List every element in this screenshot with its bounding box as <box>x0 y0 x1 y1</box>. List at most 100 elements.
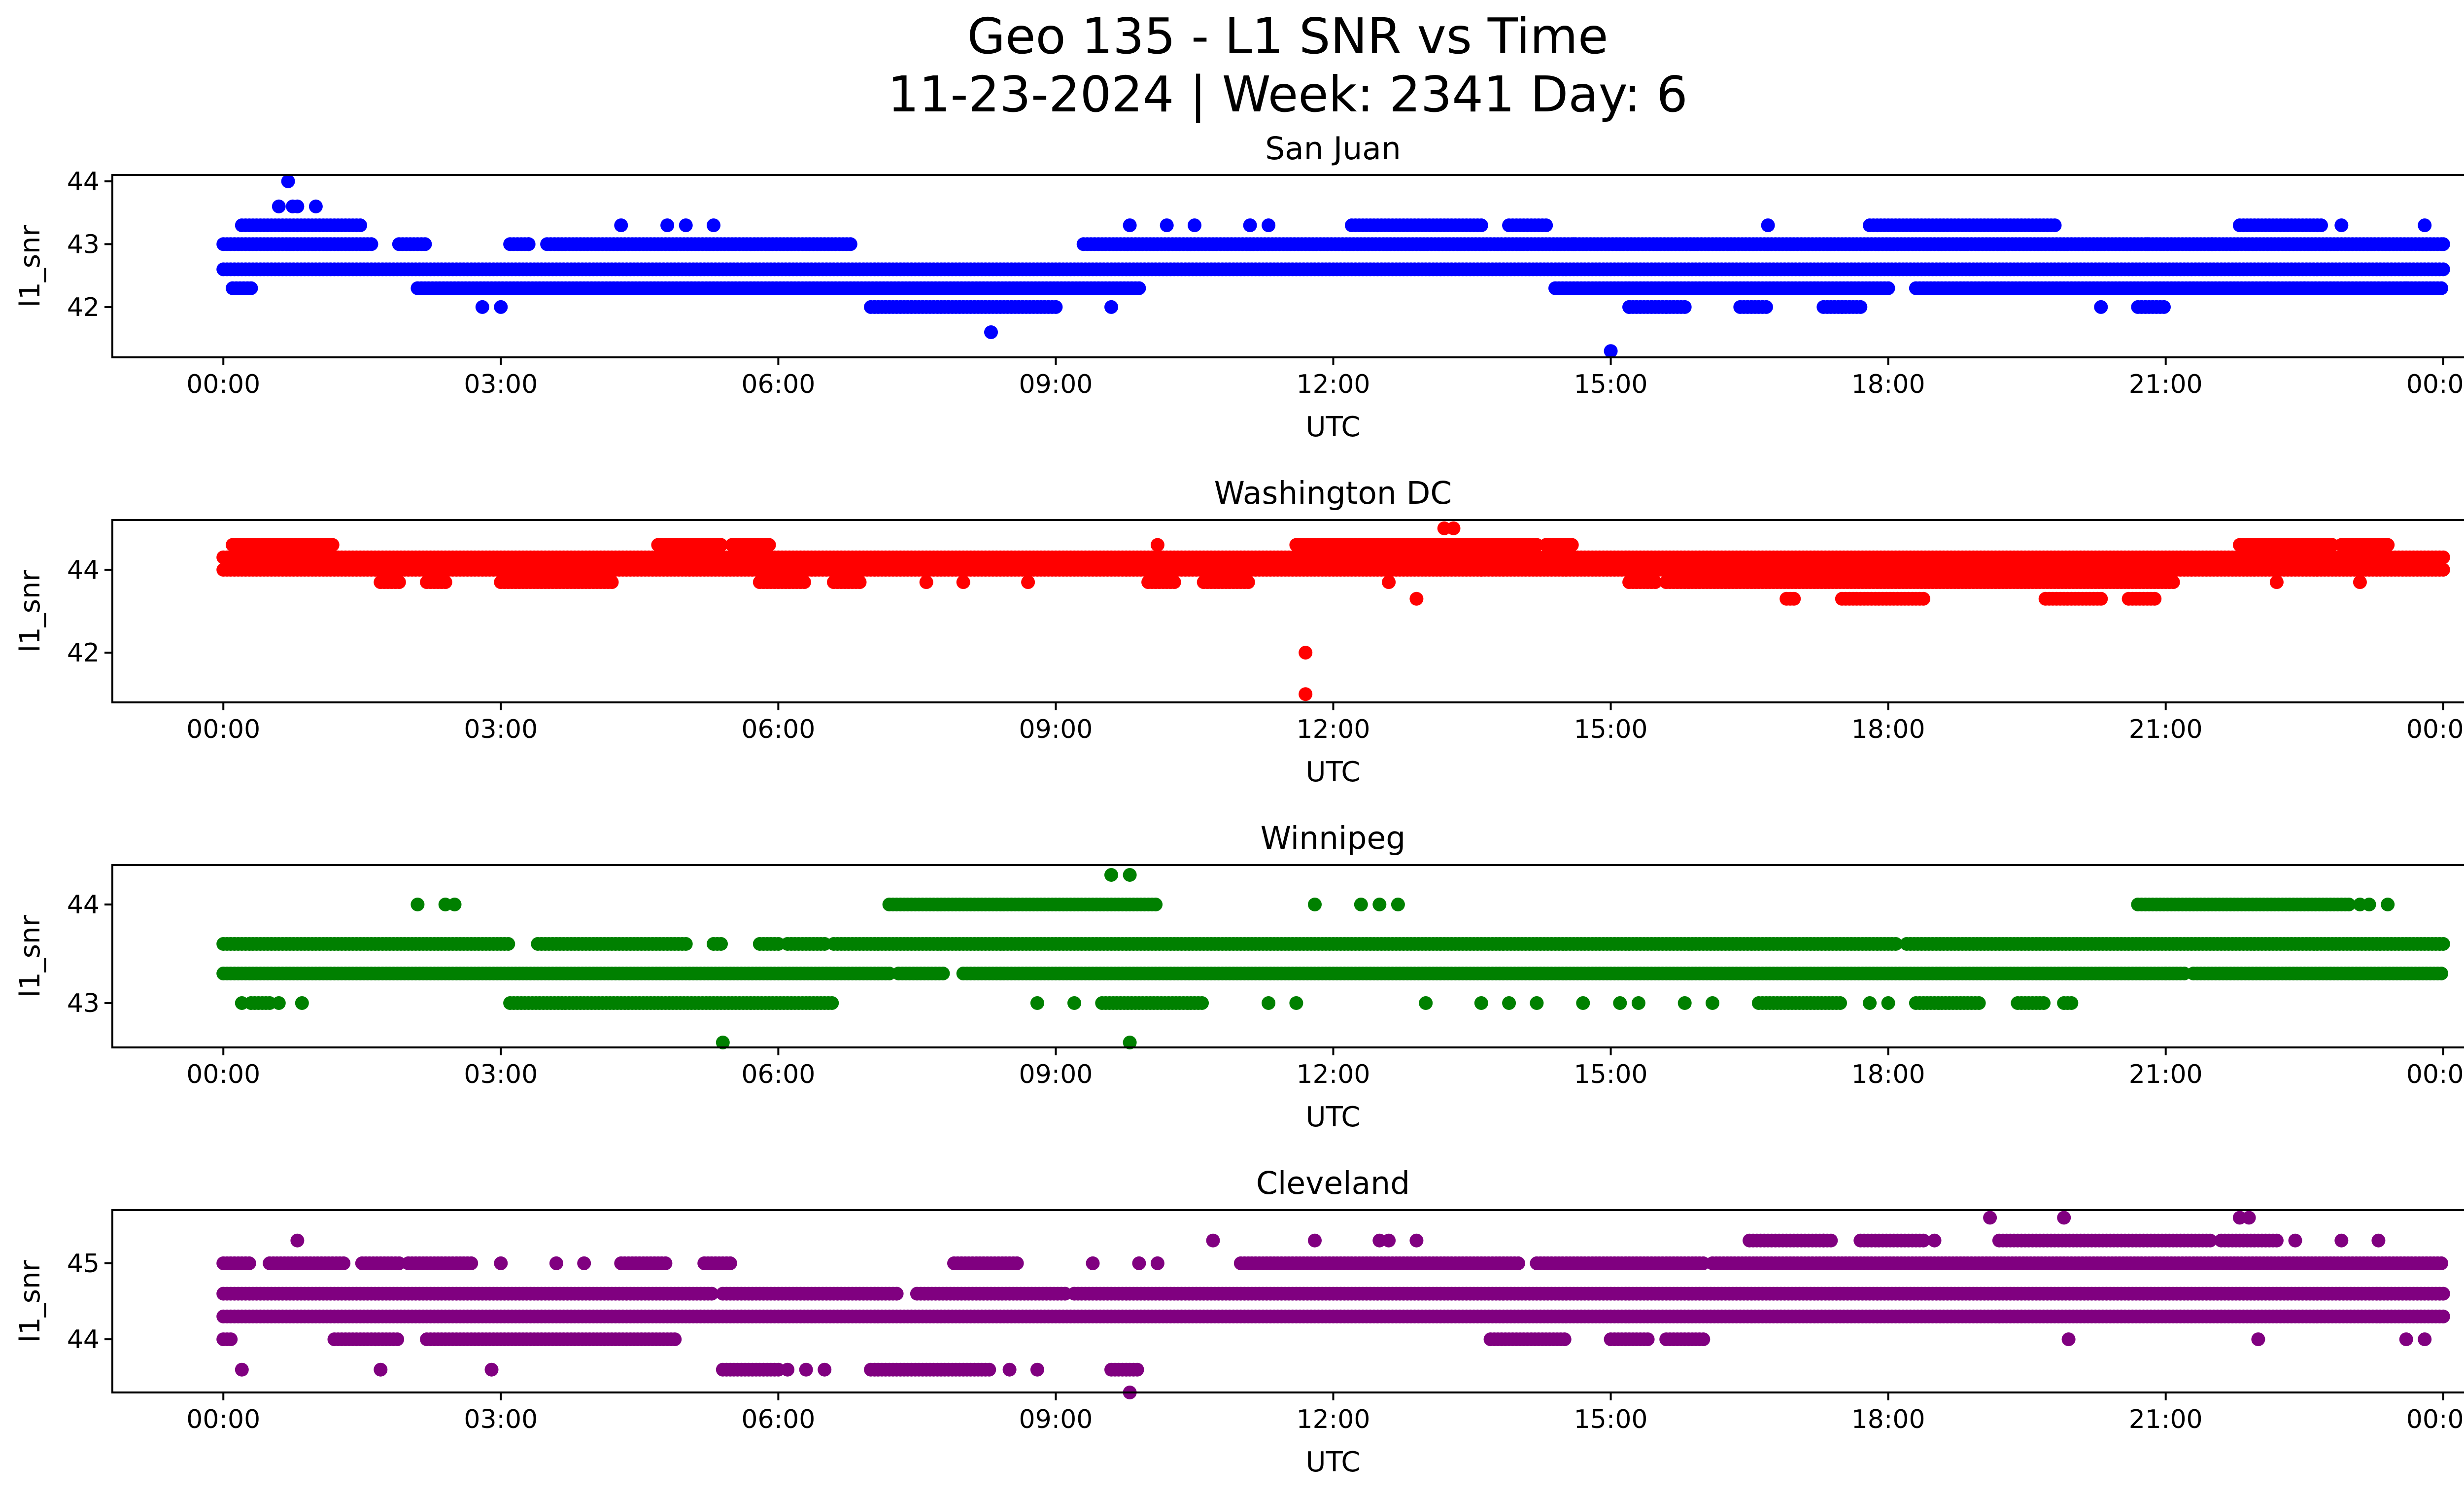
x-tick-label: 00:00 <box>2406 715 2464 744</box>
x-tick-label: 12:00 <box>1297 715 1370 744</box>
x-tick-label: 00:00 <box>186 715 260 744</box>
data-points <box>216 174 2450 358</box>
data-point <box>1123 218 1137 233</box>
data-point <box>2353 575 2367 590</box>
data-point <box>1409 591 1424 606</box>
data-point <box>825 996 839 1010</box>
data-point <box>1299 646 1313 660</box>
data-point <box>1622 300 1637 314</box>
data-point <box>364 237 378 251</box>
x-tick-label: 21:00 <box>2129 370 2203 399</box>
data-point <box>936 967 950 980</box>
x-tick-label: 06:00 <box>741 370 815 399</box>
data-point <box>2418 218 2432 233</box>
data-point <box>1299 687 1313 701</box>
x-tick-label: 06:00 <box>741 715 815 744</box>
data-point <box>1149 898 1163 911</box>
data-point <box>2140 237 2155 251</box>
data-point <box>244 281 258 295</box>
y-tick-label: 43 <box>67 230 100 259</box>
x-tick-label: 15:00 <box>1574 715 1648 744</box>
data-point <box>2166 575 2180 590</box>
x-tick-label: 12:00 <box>1297 370 1370 399</box>
data-point <box>1474 218 1488 233</box>
data-point <box>2205 237 2219 251</box>
data-point <box>660 218 675 233</box>
data-point <box>714 937 728 951</box>
data-point <box>1262 218 1276 233</box>
data-point <box>353 218 367 233</box>
data-point <box>1243 218 1257 233</box>
data-point <box>2434 281 2448 295</box>
data-point <box>1104 300 1118 314</box>
y-tick-label: 44 <box>67 556 100 585</box>
data-point <box>2314 218 2328 233</box>
data-point <box>2381 538 2395 552</box>
x-axis-label: UTC <box>1305 756 1360 788</box>
data-point <box>1437 521 1451 535</box>
data-point <box>1759 300 1773 314</box>
x-tick-label: 18:00 <box>1851 370 1925 399</box>
panel-title: San Juan <box>1265 131 1401 167</box>
data-point <box>2436 562 2450 577</box>
data-point <box>308 199 323 213</box>
data-point <box>1021 575 1035 590</box>
data-point <box>1659 300 1674 314</box>
data-point <box>281 174 295 188</box>
data-point <box>494 300 508 314</box>
data-point <box>2436 262 2450 277</box>
data-point <box>1167 575 1181 590</box>
data-point <box>2037 996 2051 1010</box>
data-point <box>1382 575 1396 590</box>
x-tick-label: 03:00 <box>464 715 538 744</box>
x-tick-label: 03:00 <box>464 370 538 399</box>
x-tick-label: 21:00 <box>2129 715 2203 744</box>
data-point <box>475 300 489 314</box>
data-point <box>2297 281 2312 295</box>
data-point <box>762 538 776 552</box>
data-point <box>501 937 515 951</box>
data-point <box>2436 550 2450 564</box>
data-point <box>521 237 536 251</box>
data-point <box>1132 281 1146 295</box>
data-point <box>418 237 432 251</box>
data-point <box>1853 300 1868 314</box>
figure-title-line1: Geo 135 - L1 SNR vs Time <box>967 7 1608 65</box>
data-point <box>1787 591 1801 606</box>
data-point <box>707 218 720 233</box>
data-point <box>1833 996 1847 1010</box>
y-tick-label: 42 <box>67 293 100 322</box>
x-tick-label: 00:00 <box>186 370 260 399</box>
data-point <box>1049 300 1063 314</box>
data-point <box>272 199 286 213</box>
panel-title: Washington DC <box>1214 475 1452 511</box>
data-point <box>614 218 628 233</box>
y-axis-label: l1_snr <box>14 570 46 653</box>
x-tick-label: 18:00 <box>1851 715 1925 744</box>
data-point <box>2269 575 2284 590</box>
panel-san-juan: San Juan 00:00 03:00 06:00 09:00 12:00 15:00 1… <box>14 131 2464 443</box>
data-point <box>2399 281 2413 295</box>
data-point <box>1677 300 1692 314</box>
data-point <box>1916 591 1930 606</box>
data-point <box>1604 344 1618 358</box>
data-point <box>290 199 305 213</box>
x-tick-label: 09:00 <box>1019 370 1093 399</box>
data-point <box>2436 237 2450 251</box>
data-point <box>1972 996 1986 1010</box>
panel-title: Winnipeg <box>1261 820 1406 856</box>
data-point <box>325 538 340 552</box>
data-point <box>679 218 693 233</box>
x-axis-label: UTC <box>1305 411 1360 443</box>
data-point <box>605 575 619 590</box>
y-tick-label: 42 <box>67 638 100 668</box>
data-point <box>679 937 693 951</box>
data-point <box>2064 996 2079 1010</box>
data-point <box>1188 218 1201 233</box>
data-point <box>2094 300 2108 314</box>
data-point <box>1567 237 1581 251</box>
data-point <box>984 325 998 339</box>
data-point <box>1539 218 1553 233</box>
data-point <box>1835 300 1849 314</box>
